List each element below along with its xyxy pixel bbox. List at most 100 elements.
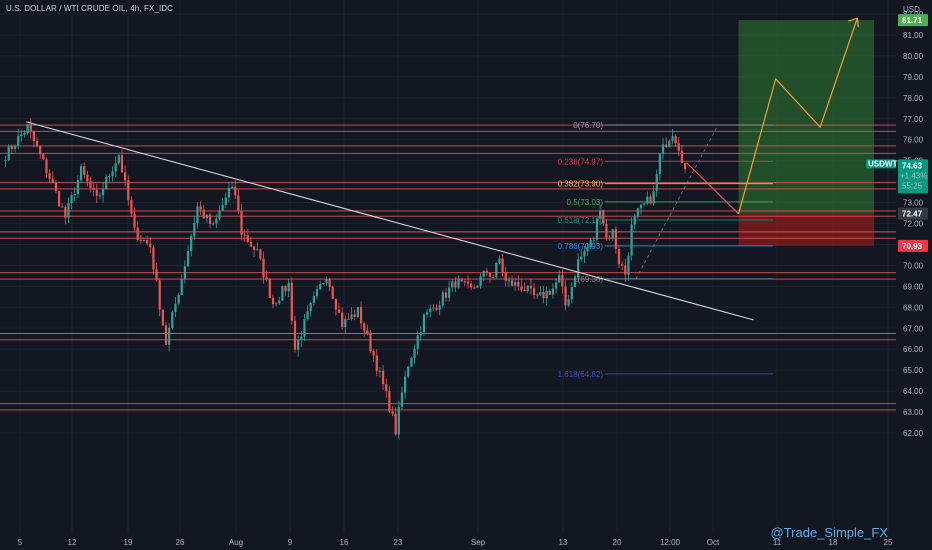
candle-body <box>149 243 152 248</box>
candle-body <box>54 182 58 192</box>
candle-body <box>92 187 95 190</box>
candle-body <box>495 263 498 277</box>
loss-zone[interactable] <box>738 213 874 246</box>
candle-body <box>86 174 89 182</box>
last-price-box <box>898 159 928 194</box>
candle-body <box>124 172 127 181</box>
candle-body <box>381 370 385 385</box>
x-axis-tick-label: 13 <box>559 538 568 547</box>
drop-line[interactable] <box>686 162 740 215</box>
candle-body <box>394 413 397 435</box>
candle-body <box>507 280 511 282</box>
y-axis-tick-label: 69.00 <box>903 282 924 291</box>
candle-body <box>375 355 378 372</box>
candle-body <box>146 239 149 244</box>
candle-body <box>212 223 215 225</box>
fib-trend-line[interactable] <box>635 124 719 279</box>
candle-body <box>451 281 454 288</box>
candle-body <box>51 178 54 183</box>
candle-body <box>98 195 102 197</box>
candle-body <box>196 206 199 223</box>
candle-body <box>586 247 589 252</box>
candle-body <box>564 286 567 306</box>
y-axis-tick-label: 80.00 <box>903 52 924 61</box>
candle-body <box>413 348 416 358</box>
candle-body <box>542 292 545 299</box>
profit-zone[interactable] <box>738 20 874 214</box>
candle-body <box>199 206 202 210</box>
candle-body <box>334 298 337 310</box>
candle-body <box>677 143 680 151</box>
candle-body <box>454 281 457 288</box>
candle-body <box>246 235 249 242</box>
candle-body <box>344 318 347 328</box>
candle-body <box>548 290 551 295</box>
price-axis-label-text: 81.71 <box>902 16 923 25</box>
candle-body <box>470 283 473 288</box>
candle-body <box>208 214 212 224</box>
price-axis-label <box>898 239 928 252</box>
candle-body <box>410 357 413 367</box>
candle-body <box>127 180 130 201</box>
symbol-badge-label: USDWTI <box>868 159 900 168</box>
candle-body <box>649 196 652 204</box>
candle-body <box>26 124 29 133</box>
candle-body <box>448 287 451 298</box>
candle-body <box>136 227 139 240</box>
candle-countdown: 55:25 <box>902 181 923 190</box>
candle-body <box>83 166 86 175</box>
candle-body <box>630 224 633 256</box>
candle-body <box>57 191 61 207</box>
candle-body <box>526 285 529 292</box>
candle-body <box>347 318 350 320</box>
candle-body <box>476 285 479 288</box>
candle-body <box>589 239 592 248</box>
candle-body <box>117 155 120 164</box>
candle-body <box>252 246 256 250</box>
candle-body <box>278 300 281 304</box>
candle-body <box>573 277 577 287</box>
symbol-badge[interactable] <box>866 159 896 169</box>
trendline[interactable] <box>26 121 754 321</box>
candle-body <box>488 272 492 277</box>
x-axis-tick-label: Aug <box>229 538 243 547</box>
candle-body <box>287 282 290 292</box>
fib-level-label: 0.236(74.97) <box>558 157 604 166</box>
candle-body <box>551 288 555 295</box>
candle-body <box>460 279 463 282</box>
candle-body <box>268 279 271 298</box>
candle-body <box>186 251 190 267</box>
candle-body <box>674 136 677 144</box>
candle-body <box>265 277 268 280</box>
candle-body <box>227 187 231 198</box>
candle-body <box>577 259 580 278</box>
candle-body <box>193 222 196 237</box>
projection-path[interactable] <box>738 17 858 214</box>
x-axis-tick-label: 19 <box>124 538 133 547</box>
candle-body <box>177 294 180 304</box>
candle-body <box>504 272 507 281</box>
candle-body <box>101 189 105 196</box>
candle-body <box>671 136 674 141</box>
x-axis-tick-label: 5 <box>18 538 23 547</box>
candle-body <box>4 160 7 162</box>
candle-body <box>303 319 306 337</box>
last-price-change: +1.43% <box>900 171 927 180</box>
candle-body <box>230 187 234 189</box>
candle-body <box>284 286 287 292</box>
candle-body <box>599 210 602 219</box>
candle-body <box>536 294 539 296</box>
fib-level-label: 0.382(73.90) <box>558 180 604 189</box>
candle-body <box>155 269 158 281</box>
candle-body <box>183 266 186 280</box>
candle-body <box>567 299 570 306</box>
candle-body <box>76 180 80 194</box>
candle-body <box>356 307 360 318</box>
x-axis-tick-label: 26 <box>176 538 185 547</box>
fib-level-label: 0.786(70.93) <box>558 242 604 251</box>
candle-body <box>444 292 448 298</box>
candle-body <box>617 248 621 265</box>
candle-body <box>234 187 237 196</box>
